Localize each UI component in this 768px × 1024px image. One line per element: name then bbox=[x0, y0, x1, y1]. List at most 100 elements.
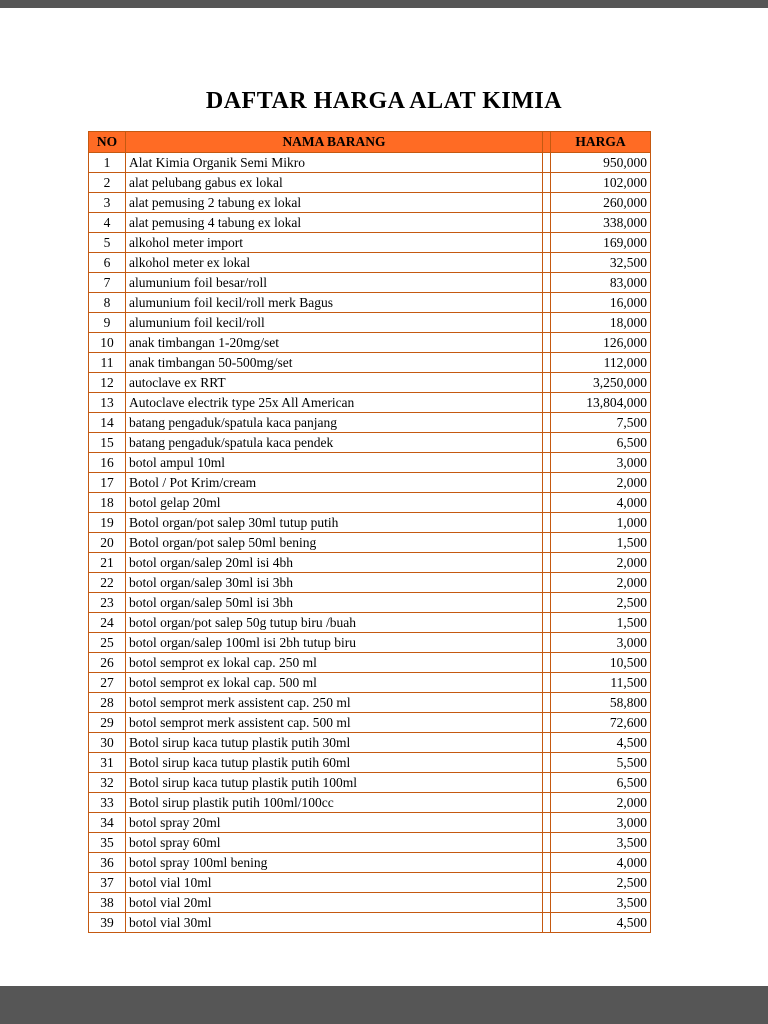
price-cell: 1,500 bbox=[550, 612, 651, 633]
spacer-cell bbox=[542, 512, 551, 533]
header-harga: HARGA bbox=[550, 131, 651, 153]
price-cell: 950,000 bbox=[550, 152, 651, 173]
row-number-cell: 3 bbox=[88, 192, 126, 213]
row-number-cell: 28 bbox=[88, 692, 126, 713]
table-row: 38 botol vial 20ml 3,500 bbox=[88, 892, 651, 913]
item-name-cell: Alat Kimia Organik Semi Mikro bbox=[125, 152, 543, 173]
item-name-cell: Botol organ/pot salep 50ml bening bbox=[125, 532, 543, 553]
item-name-cell: autoclave ex RRT bbox=[125, 372, 543, 393]
table-row: 26 botol semprot ex lokal cap. 250 ml 10,5… bbox=[88, 652, 651, 673]
row-number-cell: 2 bbox=[88, 172, 126, 193]
item-name-cell: botol organ/salep 50ml isi 3bh bbox=[125, 592, 543, 613]
price-cell: 4,500 bbox=[550, 912, 651, 933]
price-cell: 1,500 bbox=[550, 532, 651, 553]
item-name-cell: botol organ/salep 30ml isi 3bh bbox=[125, 572, 543, 593]
item-name-cell: alkohol meter ex lokal bbox=[125, 252, 543, 273]
item-name-cell: anak timbangan 1-20mg/set bbox=[125, 332, 543, 353]
spacer-cell bbox=[542, 472, 551, 493]
price-cell: 32,500 bbox=[550, 252, 651, 273]
item-name-cell: botol semprot merk assistent cap. 250 ml bbox=[125, 692, 543, 713]
spacer-cell bbox=[542, 592, 551, 613]
item-name-cell: Botol sirup kaca tutup plastik putih 100… bbox=[125, 772, 543, 793]
price-cell: 2,000 bbox=[550, 472, 651, 493]
spacer-cell bbox=[542, 552, 551, 573]
spacer-cell bbox=[542, 372, 551, 393]
item-name-cell: botol organ/salep 100ml isi 2bh tutup bi… bbox=[125, 632, 543, 653]
item-name-cell: Botol sirup plastik putih 100ml/100cc bbox=[125, 792, 543, 813]
price-cell: 3,000 bbox=[550, 632, 651, 653]
item-name-cell: alat pemusing 2 tabung ex lokal bbox=[125, 192, 543, 213]
item-name-cell: botol ampul 10ml bbox=[125, 452, 543, 473]
row-number-cell: 19 bbox=[88, 512, 126, 533]
table-row: 28 botol semprot merk assistent cap. 250 … bbox=[88, 692, 651, 713]
row-number-cell: 1 bbox=[88, 152, 126, 173]
row-number-cell: 27 bbox=[88, 672, 126, 693]
spacer-cell bbox=[542, 872, 551, 893]
spacer-cell bbox=[542, 812, 551, 833]
row-number-cell: 18 bbox=[88, 492, 126, 513]
table-row: 21 botol organ/salep 20ml isi 4bh 2,000 bbox=[88, 552, 651, 573]
row-number-cell: 17 bbox=[88, 472, 126, 493]
row-number-cell: 34 bbox=[88, 812, 126, 833]
price-cell: 338,000 bbox=[550, 212, 651, 233]
table-row: 32 Botol sirup kaca tutup plastik putih 1… bbox=[88, 772, 651, 793]
price-cell: 83,000 bbox=[550, 272, 651, 293]
table-row: 5 alkohol meter import 169,000 bbox=[88, 232, 651, 253]
price-cell: 2,000 bbox=[550, 792, 651, 813]
table-row: 3 alat pemusing 2 tabung ex lokal 260,000 bbox=[88, 192, 651, 213]
table-row: 17 Botol / Pot Krim/cream 2,000 bbox=[88, 472, 651, 493]
row-number-cell: 9 bbox=[88, 312, 126, 333]
table-row: 23 botol organ/salep 50ml isi 3bh 2,500 bbox=[88, 592, 651, 613]
spacer-cell bbox=[542, 452, 551, 473]
item-name-cell: Botol sirup kaca tutup plastik putih 30m… bbox=[125, 732, 543, 753]
row-number-cell: 31 bbox=[88, 752, 126, 773]
row-number-cell: 23 bbox=[88, 592, 126, 613]
spacer-cell bbox=[542, 232, 551, 253]
price-cell: 4,500 bbox=[550, 732, 651, 753]
price-cell: 1,000 bbox=[550, 512, 651, 533]
row-number-cell: 7 bbox=[88, 272, 126, 293]
price-cell: 102,000 bbox=[550, 172, 651, 193]
spacer-cell bbox=[542, 832, 551, 853]
header-spacer bbox=[542, 131, 551, 153]
table-row: 36 botol spray 100ml bening 4,000 bbox=[88, 852, 651, 873]
spacer-cell bbox=[542, 412, 551, 433]
row-number-cell: 10 bbox=[88, 332, 126, 353]
table-row: 12 autoclave ex RRT 3,250,000 bbox=[88, 372, 651, 393]
row-number-cell: 20 bbox=[88, 532, 126, 553]
table-row: 14 batang pengaduk/spatula kaca panjang 7,… bbox=[88, 412, 651, 433]
table-row: 18 botol gelap 20ml 4,000 bbox=[88, 492, 651, 513]
row-number-cell: 15 bbox=[88, 432, 126, 453]
spacer-cell bbox=[542, 692, 551, 713]
row-number-cell: 16 bbox=[88, 452, 126, 473]
price-cell: 4,000 bbox=[550, 492, 651, 513]
row-number-cell: 32 bbox=[88, 772, 126, 793]
row-number-cell: 22 bbox=[88, 572, 126, 593]
spacer-cell bbox=[542, 192, 551, 213]
item-name-cell: botol semprot ex lokal cap. 250 ml bbox=[125, 652, 543, 673]
spacer-cell bbox=[542, 392, 551, 413]
row-number-cell: 8 bbox=[88, 292, 126, 313]
spacer-cell bbox=[542, 772, 551, 793]
table-row: 24 botol organ/pot salep 50g tutup biru /… bbox=[88, 612, 651, 633]
price-cell: 112,000 bbox=[550, 352, 651, 373]
table-row: 11 anak timbangan 50-500mg/set 112,000 bbox=[88, 352, 651, 373]
price-cell: 13,804,000 bbox=[550, 392, 651, 413]
table-row: 27 botol semprot ex lokal cap. 500 ml 11,5… bbox=[88, 672, 651, 693]
table-row: 39 botol vial 30ml 4,500 bbox=[88, 912, 651, 933]
price-cell: 3,000 bbox=[550, 812, 651, 833]
header-no: NO bbox=[88, 131, 126, 153]
item-name-cell: botol spray 60ml bbox=[125, 832, 543, 853]
row-number-cell: 11 bbox=[88, 352, 126, 373]
table-row: 9 alumunium foil kecil/roll 18,000 bbox=[88, 312, 651, 333]
item-name-cell: Botol / Pot Krim/cream bbox=[125, 472, 543, 493]
row-number-cell: 12 bbox=[88, 372, 126, 393]
price-cell: 7,500 bbox=[550, 412, 651, 433]
price-cell: 260,000 bbox=[550, 192, 651, 213]
spacer-cell bbox=[542, 632, 551, 653]
item-name-cell: batang pengaduk/spatula kaca pendek bbox=[125, 432, 543, 453]
spacer-cell bbox=[542, 672, 551, 693]
item-name-cell: alat pelubang gabus ex lokal bbox=[125, 172, 543, 193]
table-row: 16 botol ampul 10ml 3,000 bbox=[88, 452, 651, 473]
row-number-cell: 36 bbox=[88, 852, 126, 873]
